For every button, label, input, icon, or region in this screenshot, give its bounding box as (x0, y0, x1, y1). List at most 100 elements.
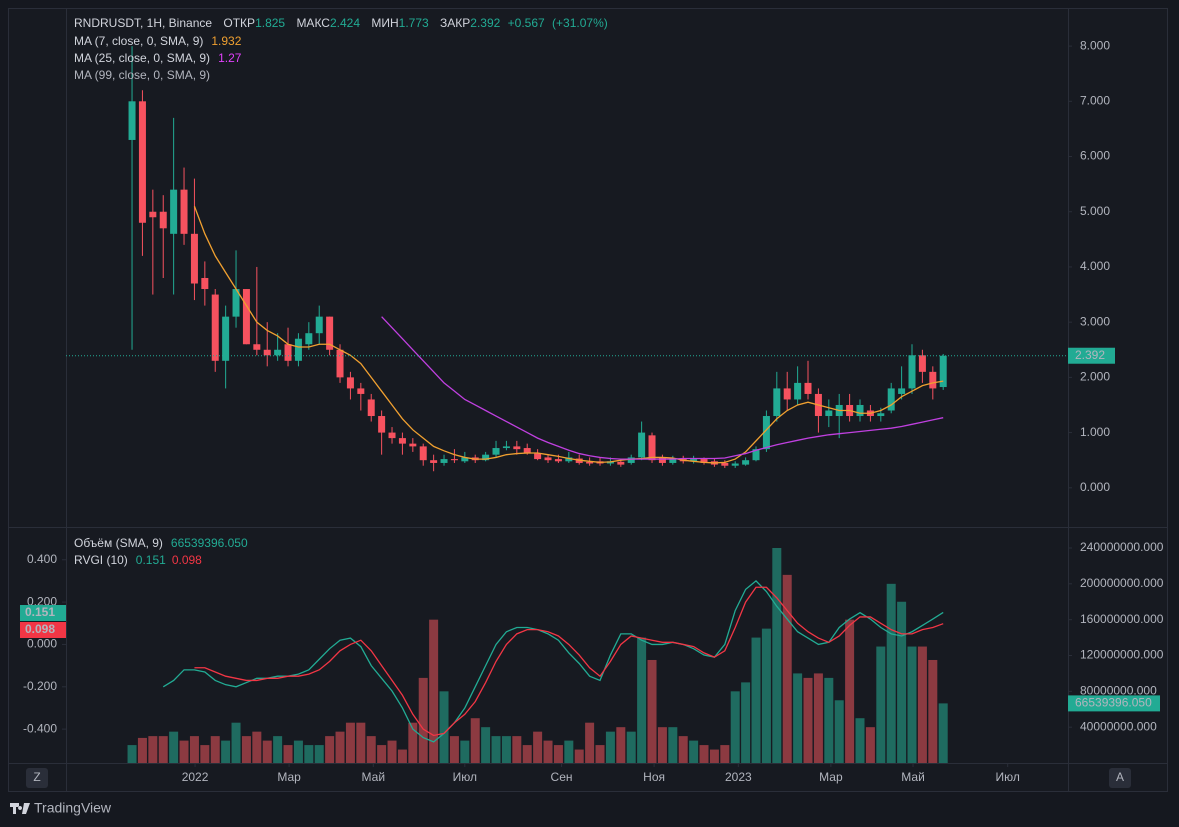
y-tick-label: 8.000 (1080, 38, 1110, 52)
y-tick-label: 5.000 (1080, 204, 1110, 218)
candle-body (149, 211, 157, 218)
legend-value: 0.098 (172, 553, 202, 567)
volume-bar (803, 677, 813, 763)
volume-bar (793, 673, 803, 763)
volume-bar (772, 548, 782, 763)
volume-bar (938, 703, 948, 763)
header: RNDRUSDT, 1Н, Binance ОТКР1.825 МАКС2.42… (74, 16, 608, 30)
ohlc-value: 1.773 (399, 16, 429, 30)
candle-body (544, 457, 552, 461)
candle-body (284, 344, 292, 361)
x-tick-label: Май (362, 770, 386, 784)
volume-bar (377, 745, 387, 763)
volume-bar (241, 736, 251, 763)
legend-entry: MA (99, close, 0, SMA, 9) (74, 68, 210, 82)
legend-entry: MA (25, close, 0, SMA, 9) 1.27 (74, 51, 242, 65)
candle-body (211, 294, 219, 361)
candle-body (461, 457, 469, 462)
volume-bar (522, 745, 532, 763)
candle-body (346, 377, 354, 389)
candle-body (825, 410, 833, 417)
y-tick-label: 80000000.000 (1080, 684, 1157, 698)
candle-body (721, 462, 729, 466)
volume-bar (928, 659, 938, 763)
volume-tag (1068, 695, 1160, 712)
button[interactable] (1109, 768, 1131, 788)
volume-bar (824, 677, 834, 763)
volume-bar (647, 659, 657, 763)
legend-value: 0.151 (136, 553, 166, 567)
x-tick-label: Май (901, 770, 925, 784)
volume-bar (741, 682, 751, 763)
legend-value: 1.27 (218, 51, 242, 65)
volume-bar (574, 749, 584, 763)
volume-bar (907, 646, 917, 763)
volume-bar (283, 745, 293, 763)
legend-name: RVGI (10) (74, 553, 128, 567)
candle-body (450, 459, 458, 461)
logo-icon[interactable] (10, 803, 30, 814)
volume-bar (564, 740, 574, 763)
volume-bar (335, 731, 345, 763)
volume-bar (439, 691, 449, 763)
y-tick-label: 240000000.000 (1080, 540, 1164, 554)
candle-body (440, 459, 448, 463)
candle-body (378, 416, 386, 433)
candle-body (232, 289, 240, 317)
volume-bar (189, 736, 199, 763)
candle-body (398, 438, 406, 444)
y-tick-label: 40000000.000 (1080, 719, 1157, 733)
volume-bar (481, 727, 491, 763)
candle-body (669, 459, 677, 463)
logo-text[interactable]: TradingView (34, 800, 112, 816)
volume-bar (637, 637, 647, 763)
candle-body (939, 355, 947, 388)
candle-body (794, 382, 802, 400)
x-tick-label: 2023 (725, 770, 752, 784)
ohlc-label: ЗАКР (440, 16, 470, 30)
button-label[interactable]: Z (33, 770, 40, 784)
candle-body (430, 460, 438, 463)
volume-bar (345, 722, 355, 763)
rvgi-line (162, 580, 944, 743)
y-tick-label: 0.000 (1080, 480, 1110, 494)
legend-name: MA (25, close, 0, SMA, 9) (74, 51, 210, 65)
button-label[interactable]: A (1116, 770, 1124, 784)
volume-bar (169, 731, 179, 763)
volume-bar (626, 731, 636, 763)
volume-bar (252, 731, 262, 763)
volume-bar (273, 736, 283, 763)
volume-bar (689, 740, 699, 763)
y-tick-label: 7.000 (1080, 93, 1110, 107)
x-tick-label: Мар (277, 770, 301, 784)
candle-body (617, 461, 625, 465)
candle-body (242, 289, 250, 345)
candle-body (513, 446, 521, 450)
candle-body (752, 449, 760, 461)
candle-body (804, 382, 812, 394)
y-tick-label: 120000000.000 (1080, 648, 1164, 662)
candle-body (138, 101, 146, 223)
y-tick-label: 160000000.000 (1080, 612, 1164, 626)
x-tick-label: 2022 (182, 770, 209, 784)
price-tag-label: 2.392 (1075, 348, 1105, 362)
candle-body (492, 448, 500, 455)
logo[interactable]: TradingView (10, 800, 112, 816)
candle-body (170, 189, 178, 234)
y-tick-label: 0.000 (27, 637, 57, 651)
x-tick-label: Сен (551, 770, 573, 784)
button[interactable] (26, 768, 48, 788)
candle-body (783, 388, 791, 400)
candle-body (253, 344, 261, 350)
volume-bar (460, 740, 470, 763)
volume-bar (782, 574, 792, 763)
volume-bar (657, 727, 667, 763)
y-tick-label: 4.000 (1080, 259, 1110, 273)
volume-bar (543, 740, 553, 763)
volume-bar (137, 737, 147, 763)
x-tick-label: Июл (995, 770, 1019, 784)
candle-body (534, 453, 542, 460)
volume-bar (834, 700, 844, 763)
candle-body (482, 454, 490, 461)
